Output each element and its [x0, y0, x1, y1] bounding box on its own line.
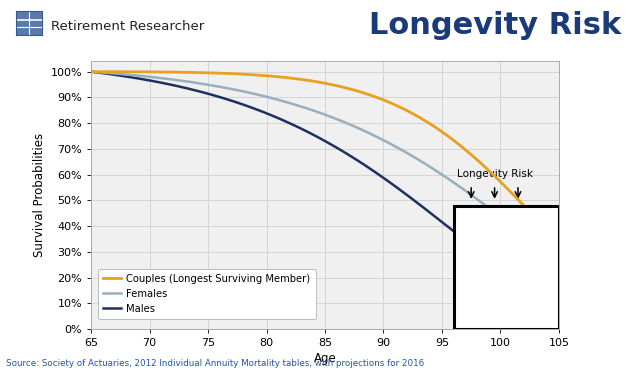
- Bar: [453, 206, 559, 329]
- Text: Longevity Risk: Longevity Risk: [457, 169, 533, 179]
- Y-axis label: Survival Probabilities: Survival Probabilities: [33, 133, 46, 257]
- Legend: Couples (Longest Surviving Member), Females, Males: Couples (Longest Surviving Member), Fema…: [99, 269, 315, 319]
- Text: Retirement Researcher: Retirement Researcher: [51, 20, 205, 33]
- X-axis label: Age: Age: [313, 352, 337, 365]
- Text: Longevity Risk: Longevity Risk: [369, 11, 622, 40]
- Text: Source: Society of Actuaries, 2012 Individual Annuity Mortality tables, with pro: Source: Society of Actuaries, 2012 Indiv…: [6, 359, 425, 368]
